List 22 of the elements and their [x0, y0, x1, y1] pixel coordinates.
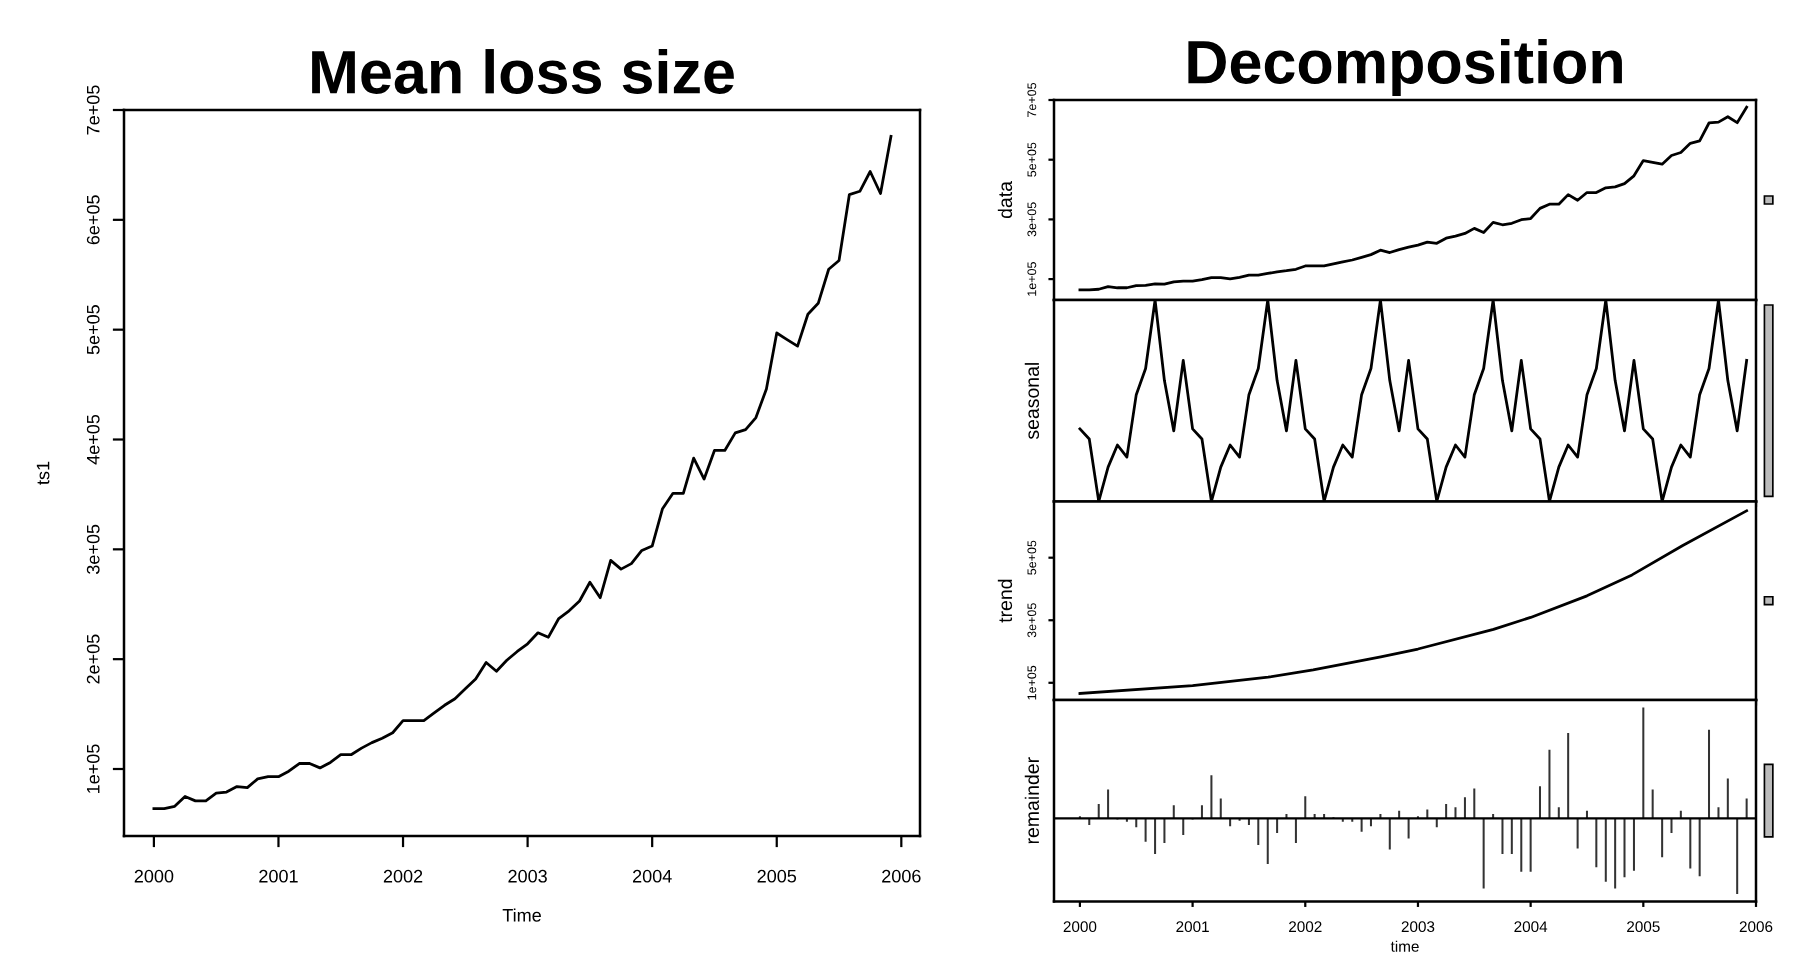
y-axis-title: seasonal — [1024, 363, 1040, 440]
x-tick-label: 2004 — [633, 869, 672, 883]
y-axis-title: ts1 — [36, 461, 50, 485]
x-tick-label: 2005 — [757, 869, 797, 883]
x-tick-label: 2003 — [508, 869, 547, 883]
x-tick-label: 2000 — [134, 869, 174, 883]
y-axis-title: remainder — [1024, 757, 1040, 844]
y-tick-label: 6e+05 — [86, 195, 100, 245]
y-tick-label: 4e+05 — [86, 414, 100, 465]
x-tick-label: 2001 — [259, 869, 298, 883]
y-tick-label: 1e+05 — [86, 744, 100, 793]
y-tick-label: 3e+05 — [86, 524, 100, 574]
chart-title: Decomposition — [1188, 39, 1622, 97]
x-axis-title: Time — [502, 908, 541, 922]
y-tick-label: 5e+05 — [86, 305, 100, 355]
y-tick-label: 7e+05 — [86, 85, 100, 135]
y-axis-title: trend — [997, 579, 1013, 623]
x-tick-label: 2002 — [383, 869, 423, 883]
chart-title: Mean loss size — [312, 49, 734, 94]
y-axis-title: data — [997, 181, 1013, 219]
x-tick-label: 2006 — [882, 869, 921, 883]
y-tick-label: 2e+05 — [86, 634, 100, 684]
